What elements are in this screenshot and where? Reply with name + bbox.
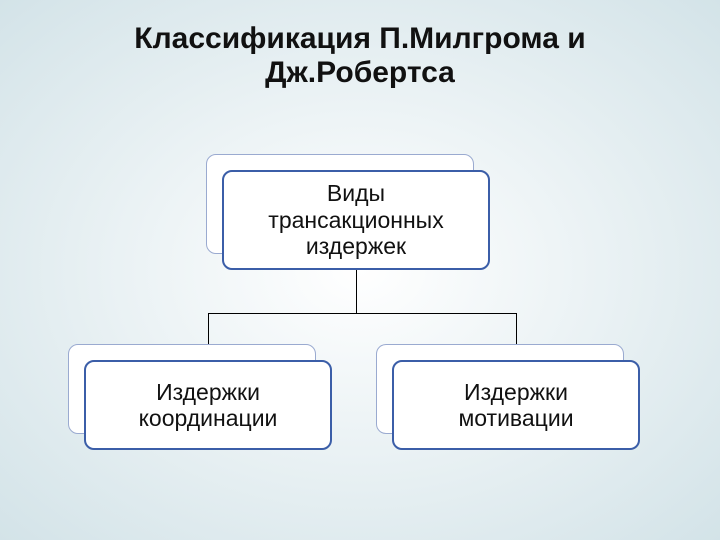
root-label: Виды трансакционных издержек (268, 180, 443, 259)
connector-horizontal (208, 313, 517, 314)
root-box: Виды трансакционных издержек (222, 170, 490, 270)
child-box-left: Издержки координации (84, 360, 332, 450)
child-label: Издержки координации (139, 379, 278, 432)
child-box-right: Издержки мотивации (392, 360, 640, 450)
child-label: Издержки мотивации (458, 379, 573, 432)
page-title: Классификация П.Милгрома и Дж.Робертса (0, 22, 720, 90)
slide: Классификация П.Милгрома и Дж.Робертса В… (0, 0, 720, 540)
connector-stem (356, 270, 357, 313)
